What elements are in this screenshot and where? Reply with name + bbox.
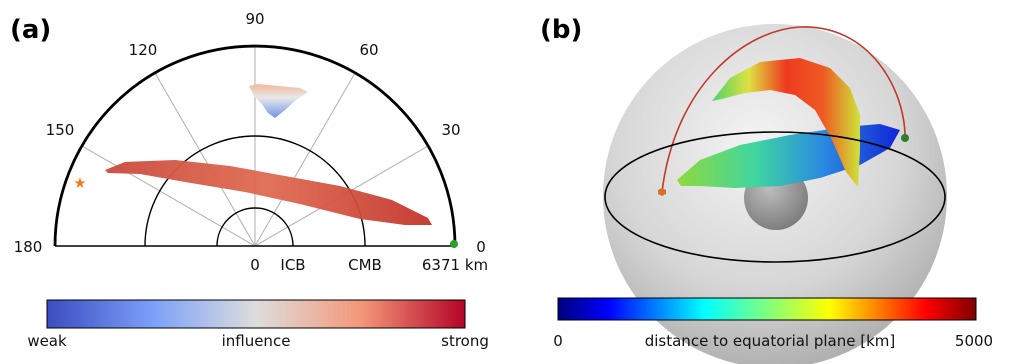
- colorbar-a-left-label: weak: [27, 332, 67, 350]
- radius-label-surface: 6371 km: [422, 256, 488, 274]
- colorbar-b-left-label: 0: [553, 332, 563, 350]
- globe-plot: [603, 24, 947, 364]
- polar-plot: ★ 90 120 60 150 30 180 0 0 ICB CMB 6371 …: [14, 10, 488, 274]
- colorbar-b-middle-label: distance to equatorial plane [km]: [645, 332, 896, 350]
- source-marker-icon: [658, 188, 666, 196]
- panel-b-label: (b): [540, 15, 582, 45]
- panel-a-label: (a): [10, 15, 51, 45]
- angle-label-120: 120: [129, 41, 158, 59]
- arch-surface: [712, 58, 860, 187]
- colorbar-a-middle-label: influence: [222, 332, 291, 350]
- receiver-dot-b: [901, 134, 909, 142]
- radius-label-icb: ICB: [280, 256, 305, 274]
- influence-blob: [249, 84, 308, 118]
- angle-label-30: 30: [441, 121, 460, 139]
- ray-path: [661, 26, 906, 193]
- influence-colorbar: [46, 299, 466, 329]
- colorbar-a-right-label: strong: [441, 332, 489, 350]
- influence-band: [105, 160, 432, 225]
- equator-ellipse: [604, 131, 946, 263]
- distance-colorbar: [557, 297, 977, 321]
- angle-label-90: 90: [245, 10, 264, 28]
- angle-label-150: 150: [46, 121, 75, 139]
- source-star-icon: ★: [73, 174, 86, 192]
- receiver-dot: [450, 240, 458, 248]
- colorbar-b-right-label: 5000: [955, 332, 993, 350]
- angle-label-0: 0: [476, 238, 486, 256]
- outer-boundary: [53, 44, 457, 247]
- radius-label-0: 0: [250, 256, 260, 274]
- angle-label-180: 180: [14, 238, 43, 256]
- radius-label-cmb: CMB: [348, 256, 382, 274]
- icb-circle: [216, 207, 294, 247]
- angle-label-60: 60: [359, 41, 378, 59]
